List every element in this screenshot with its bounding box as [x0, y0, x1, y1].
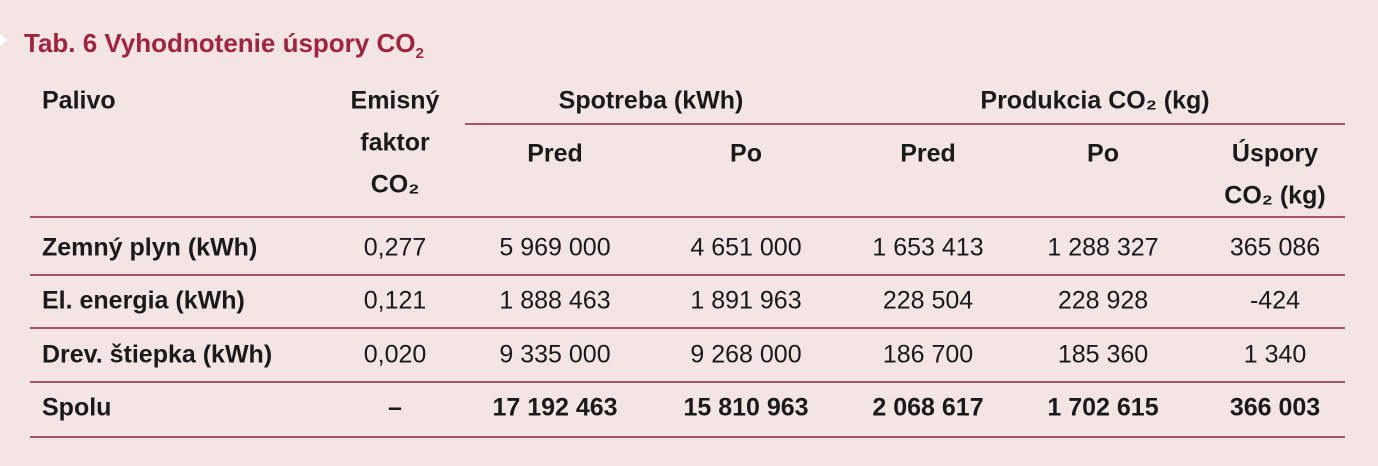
header-cell: Po — [1087, 139, 1119, 168]
row-label: Zemný plyn (kWh) — [42, 233, 258, 262]
total-cell: – — [388, 393, 402, 422]
header-rule — [30, 216, 1345, 218]
header-cell: faktor — [360, 128, 430, 157]
cell: 1 653 413 — [872, 233, 984, 262]
title-subscript: 2 — [415, 45, 424, 63]
row-rule — [30, 274, 1345, 276]
total-cell: 1 702 615 — [1047, 393, 1159, 422]
header-cell: Úspory — [1231, 139, 1319, 168]
title-text: Tab. 6 Vyhodnotenie úspory CO — [24, 28, 416, 58]
header-group: Produkcia CO₂ (kg) — [980, 86, 1210, 115]
cell: 228 928 — [1057, 286, 1149, 315]
group-rule — [465, 123, 1345, 125]
cell: 1 340 — [1243, 340, 1307, 369]
header-cell: Emisný — [350, 86, 440, 115]
row-rule — [30, 327, 1345, 329]
row-label: Drev. štiepka (kWh) — [42, 340, 273, 369]
header-cell: Pred — [527, 139, 583, 168]
bullet-marker — [0, 34, 7, 46]
header-cell: CO₂ (kg) — [1224, 181, 1326, 210]
header-cell: Palivo — [42, 86, 116, 115]
cell: 365 086 — [1229, 233, 1321, 262]
header-cell: Pred — [900, 139, 956, 168]
cell: 0,277 — [363, 233, 427, 262]
cell: 1 888 463 — [499, 286, 611, 315]
cell: 1 891 963 — [690, 286, 802, 315]
cell: 1 288 327 — [1047, 233, 1159, 262]
total-label: Spolu — [42, 393, 112, 422]
header-cell: Po — [730, 139, 762, 168]
cell: 5 969 000 — [499, 233, 611, 262]
cell: 0,020 — [363, 340, 427, 369]
row-rule — [30, 436, 1345, 438]
cell: 228 504 — [882, 286, 974, 315]
cell: 9 335 000 — [499, 340, 611, 369]
cell: 185 360 — [1057, 340, 1149, 369]
total-cell: 2 068 617 — [872, 393, 984, 422]
header-group: Spotreba (kWh) — [558, 86, 744, 115]
total-cell: 15 810 963 — [683, 393, 809, 422]
total-cell: 17 192 463 — [492, 393, 618, 422]
cell: 9 268 000 — [690, 340, 802, 369]
cell: 0,121 — [363, 286, 427, 315]
cell: 186 700 — [882, 340, 974, 369]
cell: -424 — [1249, 286, 1301, 315]
table-title: Tab. 6 Vyhodnotenie úspory CO2 — [24, 28, 424, 62]
header-cell: CO₂ — [370, 170, 420, 199]
row-rule — [30, 381, 1345, 383]
total-cell: 366 003 — [1229, 393, 1321, 422]
cell: 4 651 000 — [690, 233, 802, 262]
row-label: El. energia (kWh) — [42, 286, 245, 315]
